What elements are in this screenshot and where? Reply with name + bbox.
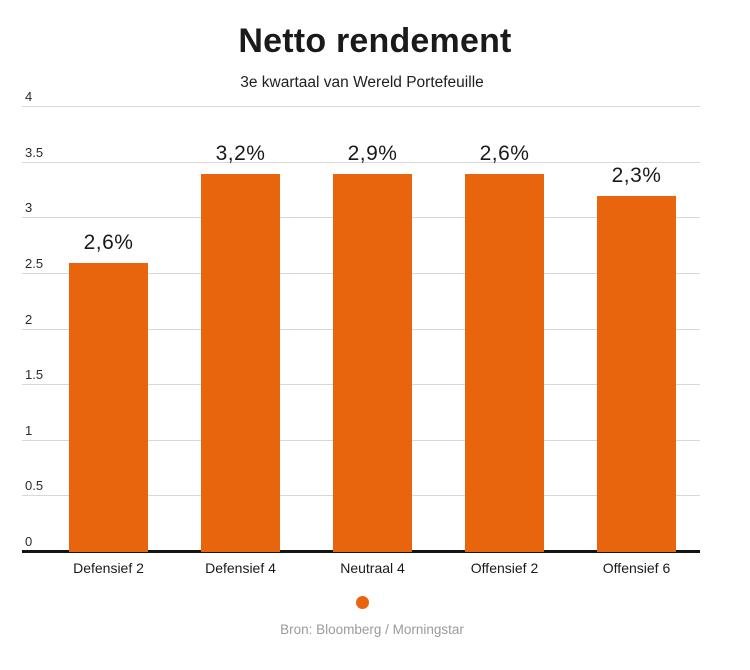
x-axis-label-neutraal-4: Neutraal 4	[340, 560, 405, 576]
legend-dot-icon	[356, 596, 369, 609]
x-axis-label-offensief-2: Offensief 2	[470, 560, 539, 576]
y-tick-label: 1.5	[25, 367, 44, 383]
bar-defensief-2	[69, 262, 148, 552]
y-tick-label: 3.5	[25, 144, 44, 160]
bar-value-label-offensief-6: 2,3%	[611, 164, 662, 187]
y-tick-label: 1	[25, 422, 33, 438]
bar-offensief-2	[465, 173, 544, 552]
y-tick-label: 0	[25, 534, 33, 549]
x-axis-label-defensief-2: Defensief 2	[73, 560, 144, 576]
x-axis-label-offensief-6: Offensief 6	[602, 560, 671, 576]
bar-defensief-4	[201, 173, 280, 552]
bar-neutraal-4	[333, 173, 412, 552]
bar-value-label-neutraal-4: 2,9%	[347, 141, 398, 165]
bar-offensief-6	[597, 196, 676, 552]
bar-value-label-offensief-2: 2,6%	[479, 141, 530, 165]
source-text: Bron: Bloomberg / Morningstar	[280, 622, 464, 637]
gridline	[22, 161, 700, 163]
plot-area: 0 0.5 1 1.5 2 2.5 3 3.5 4 2,6% 3,2% 2,9% 2,6% 2,3%	[22, 90, 700, 553]
y-tick-label: 2.5	[25, 255, 44, 271]
y-tick-label: 0.5	[25, 478, 44, 494]
x-axis-label-defensief-4: Defensief 4	[205, 560, 276, 576]
y-tick-label: 4	[25, 89, 33, 104]
bar-value-label-defensief-2: 2,6%	[83, 230, 134, 254]
gridline	[22, 106, 700, 107]
y-tick-label: 3	[25, 200, 33, 216]
bar-value-label-defensief-4: 3,2%	[215, 141, 266, 165]
chart-subtitle: 3e kwartaal van Wereld Portefeuille	[240, 74, 484, 91]
chart-title: Netto rendement	[238, 22, 512, 60]
y-tick-label: 2	[25, 311, 33, 327]
